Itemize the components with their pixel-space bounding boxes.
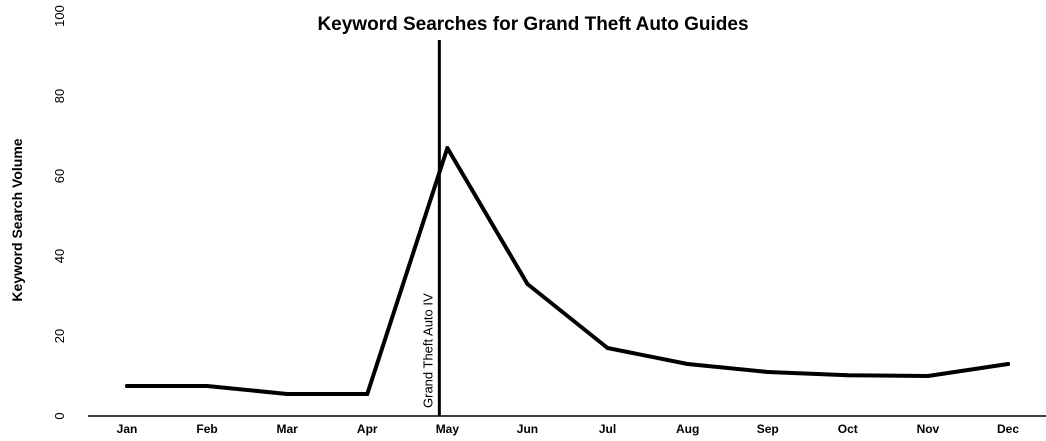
x-tick-label: Nov bbox=[917, 422, 940, 436]
y-axis-label: Keyword Search Volume bbox=[9, 138, 25, 301]
data-point bbox=[205, 384, 210, 388]
y-tick-label: 40 bbox=[52, 249, 67, 263]
x-axis-ticks: Jan Feb Mar Apr May Jun Jul Aug Sep Oct Nov Dec bbox=[117, 422, 1020, 436]
chart-title: Keyword Searches for Grand Theft Auto Gu… bbox=[317, 14, 748, 35]
series-group bbox=[125, 146, 1010, 396]
data-point bbox=[365, 392, 370, 396]
y-tick-label: 100 bbox=[52, 5, 67, 27]
x-tick-label: Feb bbox=[196, 422, 217, 436]
data-point bbox=[125, 384, 129, 388]
x-tick-label: Dec bbox=[997, 422, 1019, 436]
data-point bbox=[1006, 362, 1010, 366]
data-point bbox=[845, 373, 850, 378]
data-point bbox=[605, 346, 610, 350]
series-line bbox=[125, 146, 1010, 396]
y-tick-label: 60 bbox=[52, 169, 67, 183]
data-point bbox=[925, 374, 930, 378]
y-axis-ticks: 0 20 40 60 80 100 bbox=[52, 5, 67, 419]
x-tick-label: Oct bbox=[838, 422, 858, 436]
x-tick-label: Apr bbox=[357, 422, 378, 436]
x-tick-label: Mar bbox=[277, 422, 299, 436]
x-tick-label: May bbox=[436, 422, 460, 436]
release-marker-label: Grand Theft Auto IV bbox=[420, 293, 435, 408]
x-tick-label: Aug bbox=[676, 422, 699, 436]
data-point bbox=[285, 392, 290, 396]
data-point bbox=[685, 362, 690, 366]
x-tick-label: Jan bbox=[117, 422, 138, 436]
y-tick-label: 20 bbox=[52, 329, 67, 343]
x-tick-label: Sep bbox=[757, 422, 779, 436]
x-tick-label: Jun bbox=[517, 422, 538, 436]
data-point bbox=[765, 370, 770, 374]
y-tick-label: 0 bbox=[52, 412, 67, 419]
y-tick-label: 80 bbox=[52, 89, 67, 103]
x-tick-label: Jul bbox=[599, 422, 616, 436]
data-point bbox=[445, 146, 450, 150]
data-point bbox=[525, 282, 530, 286]
